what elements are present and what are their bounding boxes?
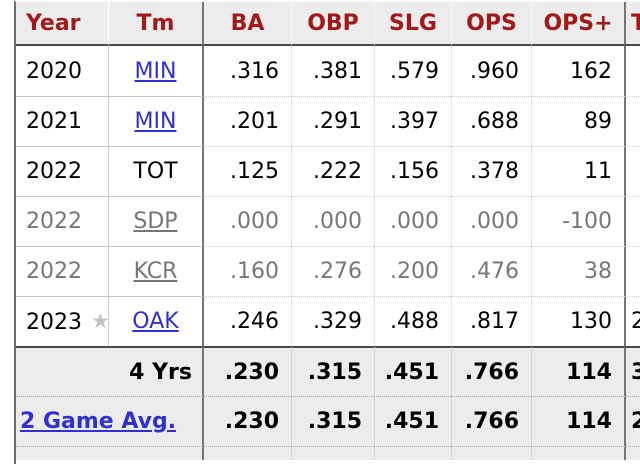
cutoff-cell [626, 46, 640, 96]
team-cell: MIN [108, 96, 204, 146]
table-row-2022-tot: 2022 TOT .125 .222 .156 .378 11 [16, 146, 640, 196]
year-cell: 2020 [26, 58, 82, 84]
ba-cell: .201 [204, 96, 291, 146]
slg-cell: .200 [374, 246, 451, 296]
slg-cell: .451 [374, 396, 451, 446]
year-cell: 2022 [16, 196, 108, 246]
team-link[interactable]: OAK [132, 309, 179, 334]
table-row-2022-sdp: 2022 SDP .000 .000 .000 .000 -100 [16, 196, 640, 246]
team-cell: SDP [108, 196, 204, 246]
obp-cell: .315 [291, 346, 374, 396]
ba-cell: .316 [230, 58, 279, 84]
team-cell: OAK [108, 296, 204, 346]
summary-label: 2 Game Avg. [16, 396, 204, 446]
ops-cell: .766 [451, 396, 531, 446]
ops-plus-cell: 130 [531, 296, 626, 346]
summary-row-4yrs: 4 Yrs .230 .315 .451 .766 114 3 [16, 346, 640, 396]
ops-cell: .000 [451, 196, 531, 246]
batting-stats-table: Year Tm BA OBP SLG OPS OPS+ T 2020 MIN .… [16, 2, 640, 460]
cutoff-cell: 2 [626, 296, 640, 346]
cutoff-cell [626, 96, 640, 146]
ops-cell: .960 [451, 46, 531, 96]
team-cell: KCR [108, 246, 204, 296]
stats-table-viewport: Year Tm BA OBP SLG OPS OPS+ T 2020 MIN .… [14, 0, 640, 464]
team-link[interactable]: MIN [134, 58, 177, 84]
year-cell: 2022 [16, 146, 108, 196]
obp-cell: .276 [291, 246, 374, 296]
ba-cell: .246 [204, 296, 291, 346]
slg-cell: .451 [374, 346, 451, 396]
year-cell: 2023 ★ [16, 296, 108, 346]
obp-cell: .291 [291, 96, 374, 146]
year-cell: 2021 [16, 96, 108, 146]
column-header-year[interactable]: Year [16, 2, 108, 46]
slg-cell: .156 [374, 146, 451, 196]
ops-plus-cell: 114 [531, 396, 626, 446]
obp-cell: .222 [291, 146, 374, 196]
ops-plus-cell: -100 [531, 196, 626, 246]
slg-cell: .579 [374, 46, 451, 96]
column-header-tm[interactable]: Tm [108, 2, 204, 46]
ops-cell: .476 [451, 246, 531, 296]
cutoff-cell: 2 [626, 396, 640, 446]
slg-cell: .488 [374, 296, 451, 346]
ba-cell: .125 [204, 146, 291, 196]
game-avg-link[interactable]: 2 Game Avg. [20, 409, 177, 434]
team-link[interactable]: SDP [133, 209, 178, 234]
ops-plus-cell: 114 [531, 346, 626, 396]
summary-label: 4 Yrs [16, 346, 204, 396]
header-row: Year Tm BA OBP SLG OPS OPS+ T [16, 2, 640, 46]
team-link[interactable]: MIN [134, 109, 177, 134]
ba-cell: .230 [204, 396, 291, 446]
ops-plus-cell: 38 [531, 246, 626, 296]
column-header-ba[interactable]: BA [204, 2, 291, 46]
table-row-2021: 2021 MIN .201 .291 .397 .688 89 [16, 96, 640, 146]
team-label: TOT [133, 159, 178, 184]
ops-plus-cell: 162 [531, 46, 626, 96]
team-link[interactable]: KCR [133, 259, 178, 284]
ops-cell: .817 [451, 296, 531, 346]
obp-cell: .000 [291, 196, 374, 246]
ops-plus-cell: 89 [531, 96, 626, 146]
summary-row-game-avg: 2 Game Avg. .230 .315 .451 .766 114 2 [16, 396, 640, 446]
table-row-2020: 2020 MIN .316 .381 .579 .960 162 [16, 46, 640, 96]
year-label: 2023 [26, 309, 82, 335]
team-cell: MIN [108, 46, 204, 96]
ops-plus-cell: 11 [531, 146, 626, 196]
ba-cell: .230 [204, 346, 291, 396]
ba-cell: .000 [204, 196, 291, 246]
table-row-2023: 2023 ★ OAK .246 .329 .488 .817 130 2 [16, 296, 640, 346]
slg-cell: .397 [374, 96, 451, 146]
column-header-slg[interactable]: SLG [374, 2, 451, 46]
column-header-ops[interactable]: OPS [451, 2, 531, 46]
cutoff-cell: 3 [626, 346, 640, 396]
cutoff-cell [626, 246, 640, 296]
column-header-cutoff[interactable]: T [626, 2, 640, 46]
table-row-2022-kcr: 2022 KCR .160 .276 .200 .476 38 [16, 246, 640, 296]
team-cell: TOT [108, 146, 204, 196]
cutoff-cell [626, 196, 640, 246]
cutoff-next-row [16, 446, 640, 460]
ba-cell: .160 [204, 246, 291, 296]
obp-cell: .315 [291, 396, 374, 446]
ops-cell: .766 [451, 346, 531, 396]
ops-cell: .378 [451, 146, 531, 196]
all-star-icon: ★ [91, 308, 108, 333]
obp-cell: .381 [291, 46, 374, 96]
year-cell: 2022 [16, 246, 108, 296]
column-header-obp[interactable]: OBP [291, 2, 374, 46]
obp-cell: .329 [291, 296, 374, 346]
column-header-ops-plus[interactable]: OPS+ [531, 2, 626, 46]
cutoff-cell [626, 146, 640, 196]
slg-cell: .000 [374, 196, 451, 246]
ops-cell: .688 [451, 96, 531, 146]
